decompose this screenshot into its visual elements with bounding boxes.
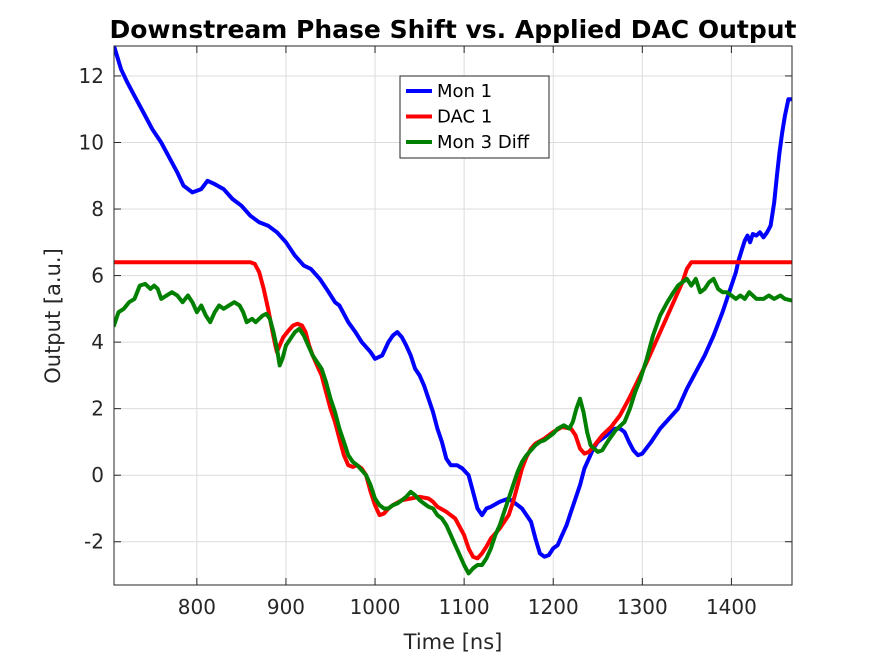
x-tick-label: 1400 — [706, 595, 757, 619]
y-tick-label: -2 — [84, 530, 104, 554]
y-tick-label: 6 — [91, 264, 104, 288]
x-tick-label: 900 — [267, 595, 305, 619]
x-tick-label: 800 — [178, 595, 216, 619]
y-axis-label: Output [a.u.] — [41, 248, 65, 384]
legend: Mon 1 DAC 1 Mon 3 Diff — [399, 75, 550, 159]
legend-entry: Mon 3 Diff — [437, 132, 530, 153]
y-tick-label: 10 — [79, 130, 104, 154]
legend-entry: Mon 1 — [437, 81, 492, 102]
y-tick-label: 12 — [79, 64, 104, 88]
y-tick-label: 4 — [91, 330, 104, 354]
x-tick-label: 1300 — [617, 595, 668, 619]
x-tick-label: 1000 — [350, 595, 401, 619]
y-tick-label: 8 — [91, 197, 104, 221]
series-line-mon-3-diff — [114, 276, 792, 576]
series-line-mon-1 — [114, 46, 792, 559]
series-group — [114, 46, 792, 576]
x-axis-ticks: 800 900 1000 1100 1200 1300 1400 — [178, 46, 757, 619]
y-tick-label: 0 — [91, 463, 104, 487]
chart-title: Downstream Phase Shift vs. Applied DAC O… — [110, 15, 797, 44]
x-tick-label: 1100 — [439, 595, 490, 619]
series-line-dac-1 — [114, 260, 792, 561]
x-tick-label: 1200 — [528, 595, 579, 619]
plot-area-frame — [113, 45, 793, 586]
x-axis-label: Time [ns] — [403, 630, 503, 654]
y-tick-label: 2 — [91, 397, 104, 421]
legend-entry: DAC 1 — [437, 107, 492, 128]
y-axis-ticks: -2 0 2 4 6 8 10 12 — [79, 64, 792, 554]
